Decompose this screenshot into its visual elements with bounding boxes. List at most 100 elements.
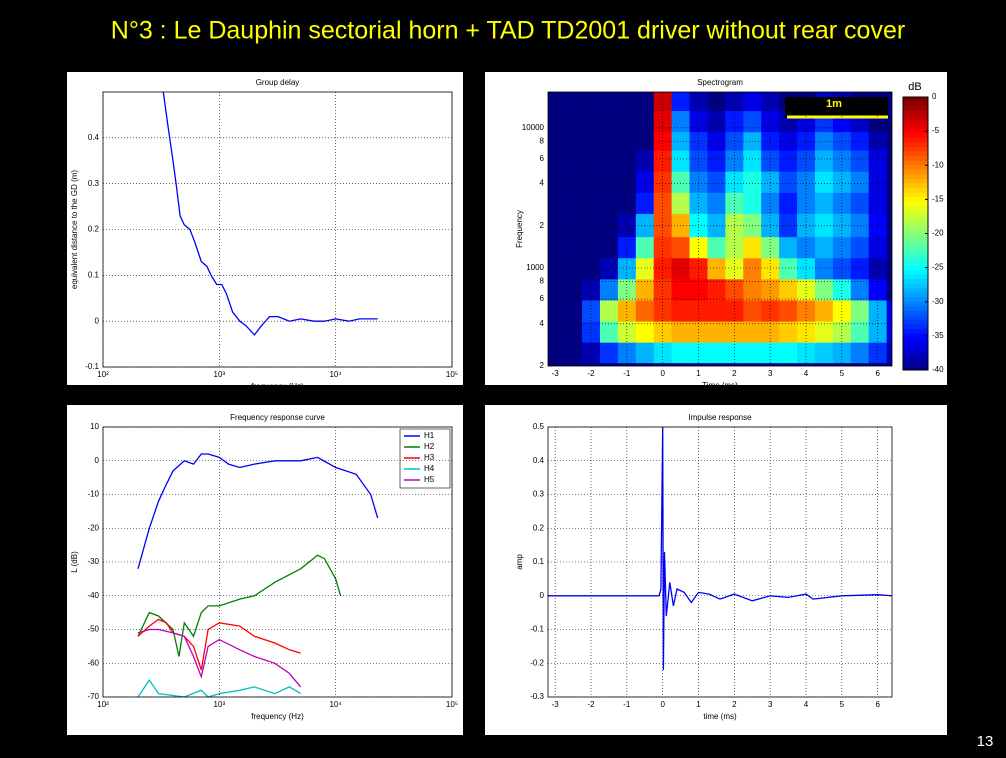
panel [485, 405, 947, 735]
heatmap-cell [707, 171, 726, 193]
x-tick-label: 5 [840, 700, 845, 709]
heatmap-cell [886, 110, 892, 133]
y-tick-label: -0.1 [85, 362, 99, 371]
heatmap-cell [671, 92, 691, 112]
heatmap-cell [886, 257, 892, 280]
chart-title: Spectrogram [697, 78, 743, 87]
colorbar-step [903, 160, 928, 166]
heatmap-cell [868, 150, 888, 172]
y-tick-label: -10 [87, 490, 99, 499]
colorbar-step [903, 297, 928, 303]
colorbar-step [903, 174, 928, 180]
colorbar-step [903, 228, 928, 234]
chart-title: Frequency response curve [230, 413, 325, 422]
heatmap-cell [743, 92, 762, 112]
y-tick-label: -70 [87, 692, 99, 701]
heatmap-cell [635, 278, 655, 301]
x-tick-label: -3 [552, 700, 560, 709]
series-line [548, 427, 892, 671]
heatmap-cell [564, 131, 583, 151]
heatmap-cell [548, 171, 565, 193]
heatmap-cell [548, 192, 565, 214]
colorbar-step [903, 201, 928, 207]
heatmap-cell [564, 192, 583, 214]
y-tick-label: -0.3 [530, 692, 544, 701]
x-tick-label: 1 [696, 369, 701, 378]
heatmap-cell [671, 342, 691, 364]
heatmap-cell [761, 257, 780, 280]
heatmap-cell [548, 92, 565, 112]
heatmap-cell [548, 213, 565, 238]
colorbar-step [903, 142, 928, 148]
colorbar-step [903, 310, 928, 316]
legend-label: H5 [424, 475, 435, 484]
heatmap-cell [850, 342, 870, 364]
colorbar-step [903, 133, 928, 139]
y-tick-label: 0.1 [88, 270, 100, 279]
heatmap-cell [814, 213, 834, 238]
heatmap-cell [779, 192, 798, 214]
colorbar-step [903, 178, 928, 184]
colorbar-step [903, 242, 928, 248]
colorbar-step [903, 197, 928, 203]
heatmap-cell [635, 236, 655, 259]
heatmap-cell [850, 213, 870, 238]
heatmap-cell [814, 257, 834, 280]
heatmap-cell [582, 236, 601, 259]
heatmap-cell [671, 321, 691, 343]
heatmap-cell [582, 342, 601, 364]
heatmap-cell [725, 150, 744, 172]
heatmap-cell [564, 278, 583, 301]
heatmap-cell [832, 342, 852, 364]
x-axis-label: Time (ms) [702, 381, 738, 390]
y-tick-label: -20 [87, 523, 99, 532]
colorbar-step [903, 137, 928, 143]
plot-area [548, 92, 892, 366]
heatmap-cell [599, 131, 619, 151]
heatmap-cell [599, 342, 619, 364]
heatmap-cell [850, 257, 870, 280]
colorbar-step [903, 365, 928, 371]
x-tick-label: -1 [623, 369, 631, 378]
heatmap-cell [779, 342, 798, 364]
y-tick-label: 0.2 [88, 225, 100, 234]
heatmap-cell [779, 257, 798, 280]
colorbar-step [903, 119, 928, 125]
x-tick-label: 0 [660, 369, 665, 378]
heatmap-cell [814, 192, 834, 214]
heatmap-cell [671, 110, 691, 133]
heatmap-cell [653, 299, 673, 322]
heatmap-cell [707, 92, 726, 112]
heatmap-cell [635, 213, 655, 238]
heatmap-cell [797, 257, 816, 280]
panel [67, 72, 463, 385]
x-tick-label: -2 [587, 369, 595, 378]
heatmap-cell [832, 321, 852, 343]
heatmap-cell [886, 171, 892, 193]
heatmap-cell [635, 321, 655, 343]
colorbar-step [903, 106, 928, 112]
heatmap-cell [886, 150, 892, 172]
x-tick-label: 2 [732, 700, 737, 709]
heatmap-cell [743, 192, 762, 214]
legend-label: H3 [424, 453, 435, 462]
heatmap-cell [761, 278, 780, 301]
heatmap-cell [850, 236, 870, 259]
colorbar-step [903, 356, 928, 362]
heatmap-cell [599, 192, 619, 214]
colorbar-step [903, 342, 928, 348]
colorbar-tick-label: -25 [932, 263, 944, 272]
heatmap-cell [653, 236, 673, 259]
heatmap-cell [761, 321, 780, 343]
colorbar-tick-label: -35 [932, 331, 944, 340]
heatmap-cell [832, 257, 852, 280]
heatmap-cell [582, 150, 601, 172]
heatmap-cell [832, 299, 852, 322]
colorbar-tick-label: -15 [932, 194, 944, 203]
colorbar-step [903, 274, 928, 280]
heatmap-cell [779, 150, 798, 172]
heatmap-cell [886, 131, 892, 151]
heatmap-cell [814, 321, 834, 343]
y-tick-label: 2 [540, 221, 545, 230]
